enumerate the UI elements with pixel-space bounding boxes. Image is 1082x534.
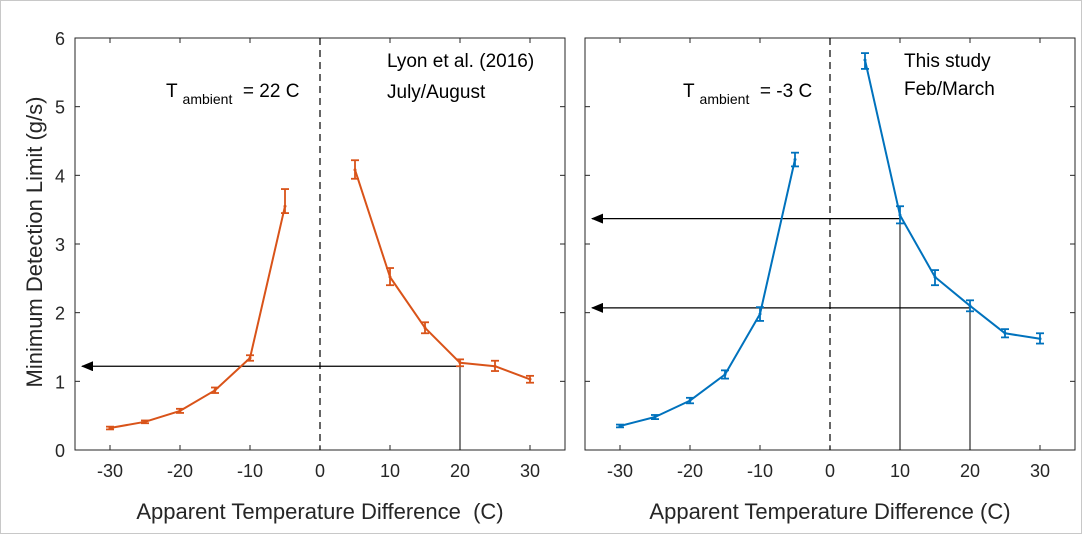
x-tick-label-right: -20: [677, 461, 703, 481]
x-tick-label-right: 0: [825, 461, 835, 481]
x-axis-label-right: Apparent Temperature Difference (C): [649, 499, 1010, 524]
data-point-right: [1003, 331, 1007, 335]
x-tick-label-left: 0: [315, 461, 325, 481]
data-point-right: [863, 58, 867, 62]
left-panel: -30 -20 -10 0 10 20 30 0 1 2 3 4 5 6: [55, 29, 566, 481]
data-point-right: [688, 399, 692, 403]
data-point-right: [933, 275, 937, 279]
x-tick-label-left: -20: [167, 461, 193, 481]
ambient-annotation-right: T ambient = -3 C: [683, 81, 812, 109]
data-point-right: [1038, 337, 1042, 341]
x-tick-label-left: 30: [520, 461, 540, 481]
data-point-right: [723, 372, 727, 376]
data-point-left: [388, 275, 392, 279]
source-label-right-line1: This study: [904, 51, 991, 72]
data-point-left: [248, 356, 252, 360]
source-label-right-line2: Feb/March: [904, 79, 995, 100]
series-line-right-0: [619, 159, 796, 427]
right-panel: -30 -20 -10 0 10 20 30: [584, 37, 1076, 481]
data-point-right: [968, 304, 972, 308]
data-point-left: [143, 420, 147, 424]
source-label-left-line2: July/August: [387, 82, 486, 103]
data-point-left: [458, 361, 462, 365]
x-tick-label-left: -10: [237, 461, 263, 481]
y-axis-label: Minimum Detection Limit (g/s): [22, 97, 47, 388]
data-point-left: [283, 204, 287, 208]
y-tick-label: 0: [55, 441, 65, 461]
x-tick-label-left: 10: [380, 461, 400, 481]
data-point-left: [423, 326, 427, 330]
data-point-right: [793, 158, 797, 162]
x-tick-label-right: 20: [960, 461, 980, 481]
ambient-annotation-right-sub: ambient: [700, 91, 750, 107]
data-point-left: [353, 168, 357, 172]
x-tick-label-left: -30: [97, 461, 123, 481]
ambient-annotation-right-rest: = -3 C: [755, 81, 813, 102]
data-point-right: [653, 415, 657, 419]
x-tick-label-left: 20: [450, 461, 470, 481]
data-point-left: [108, 426, 112, 430]
series-line-left-1: [354, 169, 531, 381]
x-axis-label-left: Apparent Temperature Difference (C): [136, 499, 503, 524]
y-tick-label: 1: [55, 372, 65, 392]
data-point-right: [618, 424, 622, 428]
data-point-left: [178, 409, 182, 413]
ambient-annotation-right-main: T: [683, 81, 695, 102]
x-tick-label-right: -30: [607, 461, 633, 481]
x-tick-label-right: 30: [1030, 461, 1050, 481]
x-tick-label-right: 10: [890, 461, 910, 481]
ambient-annotation-left-sub: ambient: [183, 91, 233, 107]
ambient-annotation-left-rest: = 22 C: [238, 81, 300, 102]
source-label-left-line1: Lyon et al. (2016): [387, 51, 534, 72]
data-point-left: [213, 388, 217, 392]
ambient-annotation-left-main: T: [166, 81, 178, 102]
y-tick-label: 4: [55, 166, 65, 186]
x-tick-label-right: -10: [747, 461, 773, 481]
ambient-annotation-left: T ambient = 22 C: [166, 81, 299, 109]
data-point-right: [758, 312, 762, 316]
y-tick-label: 3: [55, 235, 65, 255]
data-point-right: [898, 213, 902, 217]
data-point-left: [528, 377, 532, 381]
y-tick-label: 5: [55, 98, 65, 118]
data-point-left: [493, 364, 497, 368]
y-tick-label: 2: [55, 304, 65, 324]
series-line-right-1: [864, 59, 1041, 340]
y-tick-label: 6: [55, 29, 65, 49]
series-line-left-0: [109, 205, 286, 429]
